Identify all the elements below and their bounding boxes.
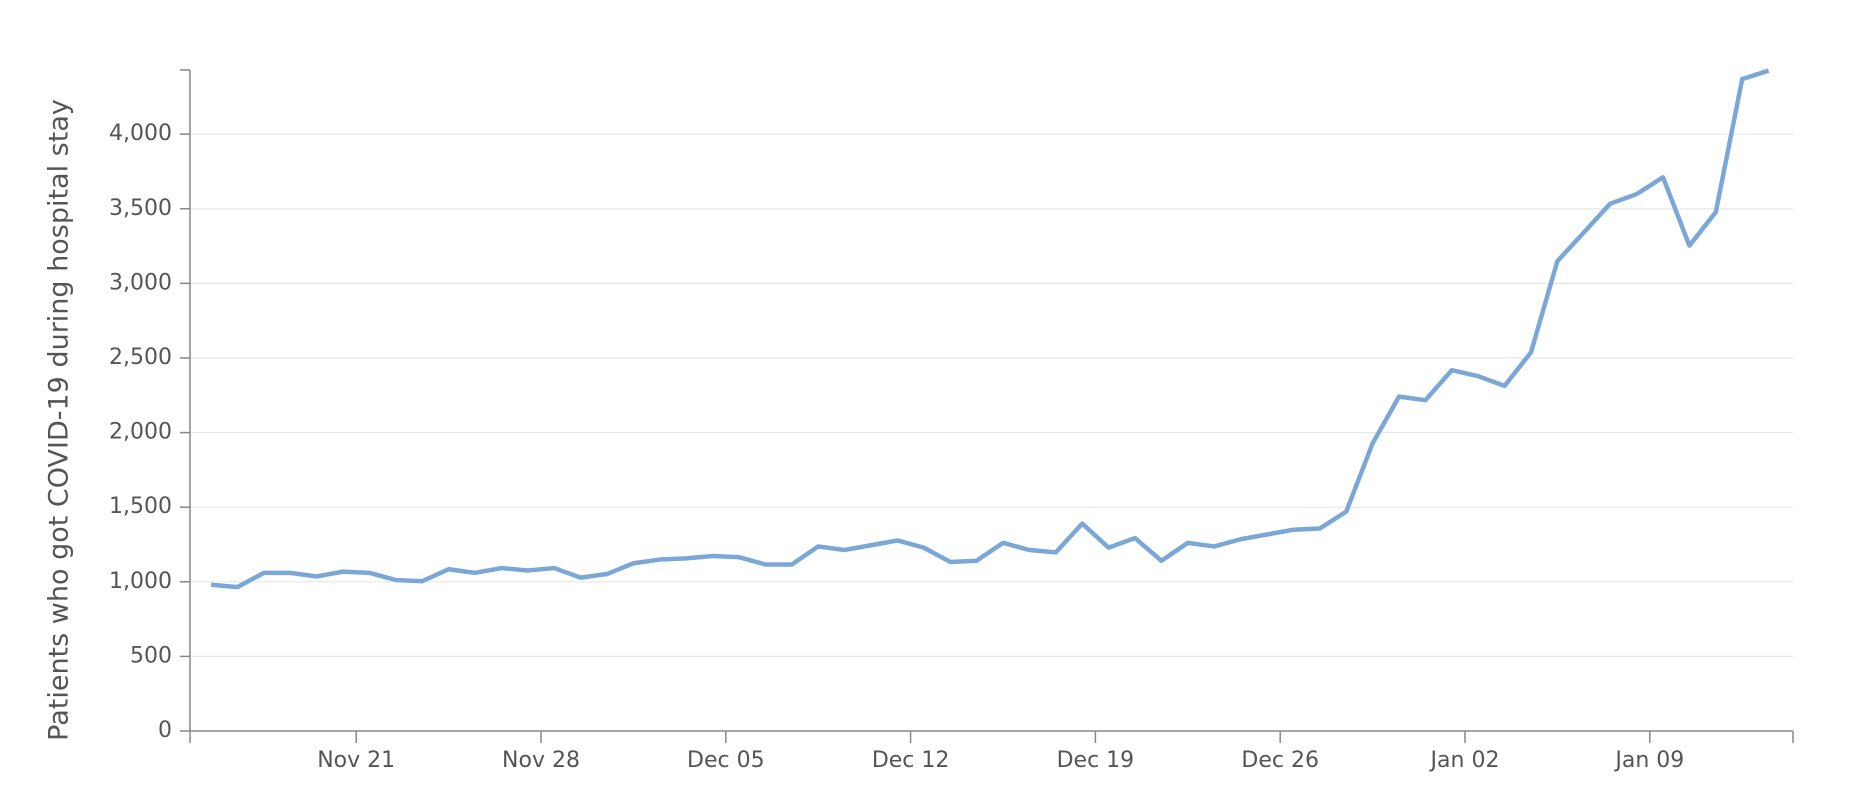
y-tick-label: 1,500 [109, 494, 172, 519]
x-tick-label: Dec 05 [687, 748, 765, 773]
data-line [210, 68, 1770, 590]
x-tick-label: Dec 26 [1241, 748, 1319, 773]
x-tick-label: Jan 02 [1429, 748, 1500, 773]
y-tick-label: 3,000 [109, 270, 172, 295]
y-tick-label: 2,000 [109, 420, 172, 445]
x-tick-label: Dec 12 [872, 748, 950, 773]
y-axis-label: Patients who got COVID-19 during hospita… [44, 99, 75, 741]
y-tick-label: 2,500 [109, 345, 172, 370]
y-tick-label: 1,000 [109, 569, 172, 594]
y-tick-label: 0 [158, 718, 172, 743]
x-tick-label: Nov 21 [317, 748, 395, 773]
y-tick-label: 3,500 [109, 196, 172, 221]
y-tick-label: 500 [130, 643, 172, 668]
x-tick-label: Dec 19 [1057, 748, 1135, 773]
x-tick-label: Jan 09 [1613, 748, 1684, 773]
x-tick-label: Nov 28 [502, 748, 580, 773]
y-tick-label: 4,000 [109, 121, 172, 146]
